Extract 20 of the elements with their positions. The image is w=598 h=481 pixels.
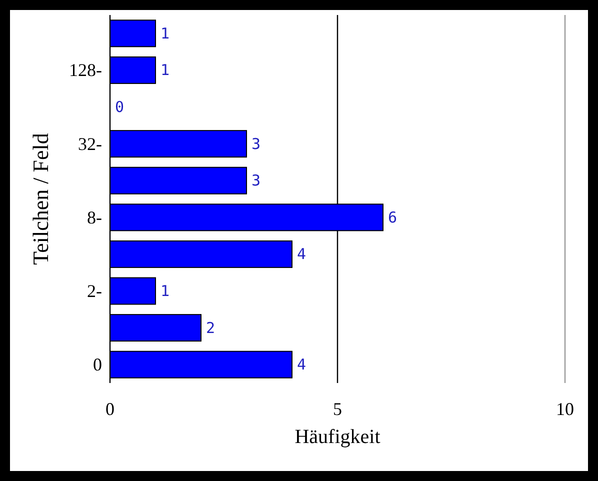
data-label: 6	[388, 208, 398, 226]
data-label: 1	[160, 61, 170, 80]
data-label: 0	[115, 98, 124, 116]
y-tick-label: 32-	[78, 134, 102, 154]
data-label: 3	[252, 134, 261, 153]
y-tick-label: 128-	[69, 60, 102, 80]
data-label: 2	[206, 318, 216, 337]
y-tick-label: 2-	[87, 281, 102, 301]
data-label: 4	[297, 356, 306, 374]
y-tick-label: 8-	[87, 207, 102, 228]
y-axis-title: Teilchen / Feld	[28, 133, 53, 265]
data-label: 4	[297, 245, 306, 264]
x-axis-title: Häufigkeit	[294, 426, 381, 448]
data-label: 3	[252, 172, 261, 190]
y-tick-label: 0	[93, 354, 102, 375]
x-tick-label: 10	[556, 399, 574, 419]
data-label: 1	[160, 282, 170, 300]
x-tick-label: 0	[106, 399, 114, 419]
x-tick-label: 5	[333, 399, 342, 419]
data-label: 1	[160, 24, 170, 42]
